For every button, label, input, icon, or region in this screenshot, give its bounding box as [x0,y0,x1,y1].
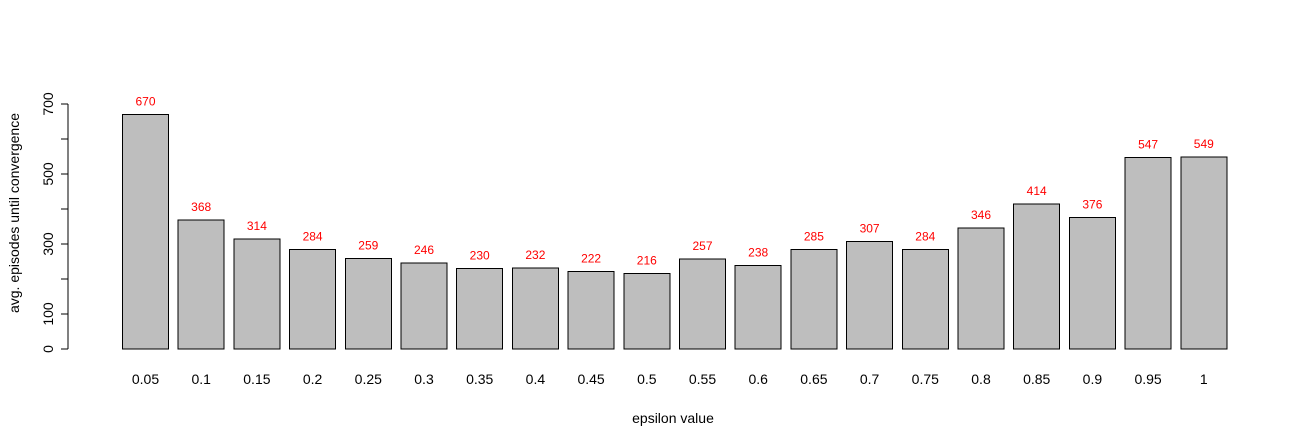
x-tick-label-0.05: 0.05 [132,371,159,387]
bar-0.45 [567,270,615,350]
x-tick-label-0.95: 0.95 [1134,371,1161,387]
bar-0.2 [289,249,337,350]
bar-0.35 [456,268,504,350]
x-tick-label-0.6: 0.6 [748,371,768,387]
bar-0.55 [679,258,726,350]
x-tick-label-0.35: 0.35 [466,371,493,387]
x-tick-label-0.65: 0.65 [800,371,827,387]
data-labels-group: 670 368 314 284 259 246 230 232 222 216 257 238 285 3… [135,95,1214,268]
data-label-0.9: 376 [1082,197,1102,211]
bar-0.15 [233,238,281,350]
bar-0.25 [344,257,392,350]
x-tick-labels-group: 0.05 0.1 0.15 0.2 0.25 0.3 0.35 0.4 0.45 0.5 0.55 0… [132,371,1208,387]
data-label-0.5: 216 [637,253,657,267]
data-label-0.2: 284 [303,230,323,244]
data-label-0.6: 238 [748,246,768,260]
bar-0.95 [1124,157,1172,350]
x-tick-label-0.75: 0.75 [912,371,939,387]
bar-0.75 [901,249,949,350]
y-axis-title: avg. episodes until convergence [6,113,22,313]
data-label-0.25: 259 [358,238,378,252]
x-tick-label-0.4: 0.4 [526,371,546,387]
y-tick-label-700: 700 [40,92,56,116]
bar-0.7 [846,241,894,350]
x-tick-label-0.55: 0.55 [689,371,716,387]
x-tick-label-0.1: 0.1 [191,371,211,387]
x-tick-label-1: 1 [1200,371,1208,387]
x-tick-label-0.3: 0.3 [414,371,434,387]
data-label-1: 549 [1194,137,1214,151]
data-label-0.8: 346 [971,208,991,222]
data-label-0.7: 307 [860,222,880,236]
data-label-0.85: 414 [1027,184,1047,198]
x-tick-label-0.9: 0.9 [1083,371,1103,387]
bar-0.9 [1068,216,1116,350]
y-tick-label-300: 300 [40,232,56,256]
bar-0.6 [734,265,782,350]
bar-0.85 [1013,203,1061,350]
x-tick-label-0.2: 0.2 [303,371,323,387]
bar-1 [1180,156,1228,350]
data-label-0.3: 246 [414,243,434,257]
y-tick-label-500: 500 [40,162,56,186]
bar-0.65 [790,248,838,350]
x-tick-label-0.25: 0.25 [355,371,382,387]
x-axis-title: epsilon value [632,410,714,426]
x-tick-label-0.8: 0.8 [971,371,991,387]
bars-group [122,114,1228,350]
bar-0.4 [511,267,559,350]
bar-0.05 [122,114,169,350]
data-label-0.05: 670 [135,95,155,109]
data-label-0.15: 314 [247,219,267,233]
data-label-0.45: 222 [581,251,601,265]
data-label-0.55: 257 [692,239,712,253]
data-label-0.1: 368 [191,200,211,214]
data-label-0.75: 284 [915,230,935,244]
x-tick-label-0.85: 0.85 [1023,371,1050,387]
x-tick-label-0.15: 0.15 [243,371,270,387]
data-label-0.95: 547 [1138,138,1158,152]
bar-0.3 [400,262,448,350]
data-label-0.65: 285 [804,229,824,243]
x-tick-label-0.7: 0.7 [860,371,880,387]
y-tick-label-0: 0 [40,345,56,353]
y-axis: 0 100 300 500 700 [40,92,69,353]
bar-0.8 [957,227,1005,350]
data-label-0.4: 232 [525,248,545,262]
bar-0.5 [623,272,671,350]
bar-0.1 [177,219,225,350]
data-label-0.35: 230 [470,249,490,263]
x-tick-label-0.5: 0.5 [637,371,657,387]
x-tick-label-0.45: 0.45 [577,371,604,387]
y-tick-label-100: 100 [40,302,56,326]
